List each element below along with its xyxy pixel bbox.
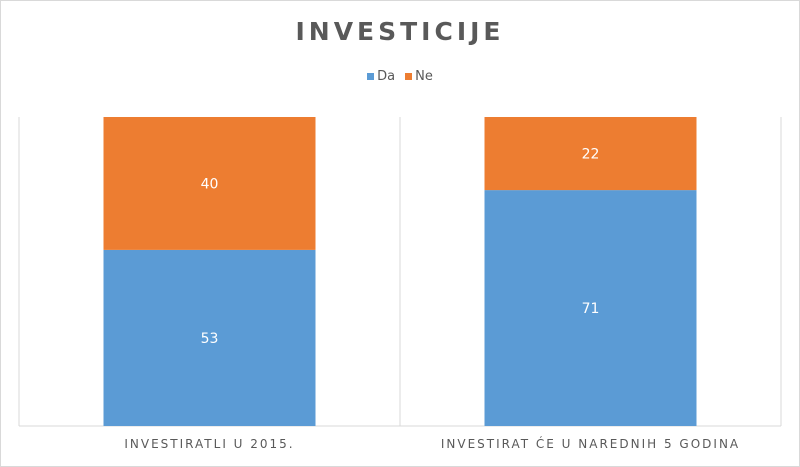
data-label-da-1: 71 [582, 301, 600, 317]
x-tick-label-1: INVESTIRAT ĆE U NAREDNIH 5 GODINA [441, 436, 740, 451]
data-label-ne-1: 22 [582, 147, 600, 163]
x-tick-label-0: INVESTIRATLI U 2015. [124, 437, 294, 451]
legend: Da Ne [1, 69, 799, 84]
data-label-da-0: 53 [201, 331, 219, 347]
legend-swatch-da [367, 73, 375, 80]
data-label-ne-0: 40 [201, 176, 219, 192]
legend-item-ne: Ne [405, 69, 433, 84]
bar-da-0 [103, 249, 316, 426]
legend-label-da: Da [377, 69, 396, 84]
bar-ne-0 [103, 117, 316, 250]
bar-ne-1 [484, 117, 697, 191]
legend-label-ne: Ne [415, 69, 433, 84]
bar-da-1 [484, 190, 697, 426]
chart-title: INVESTICIJE [295, 17, 505, 46]
legend-item-da: Da [367, 69, 395, 84]
legend-swatch-ne [405, 73, 413, 80]
